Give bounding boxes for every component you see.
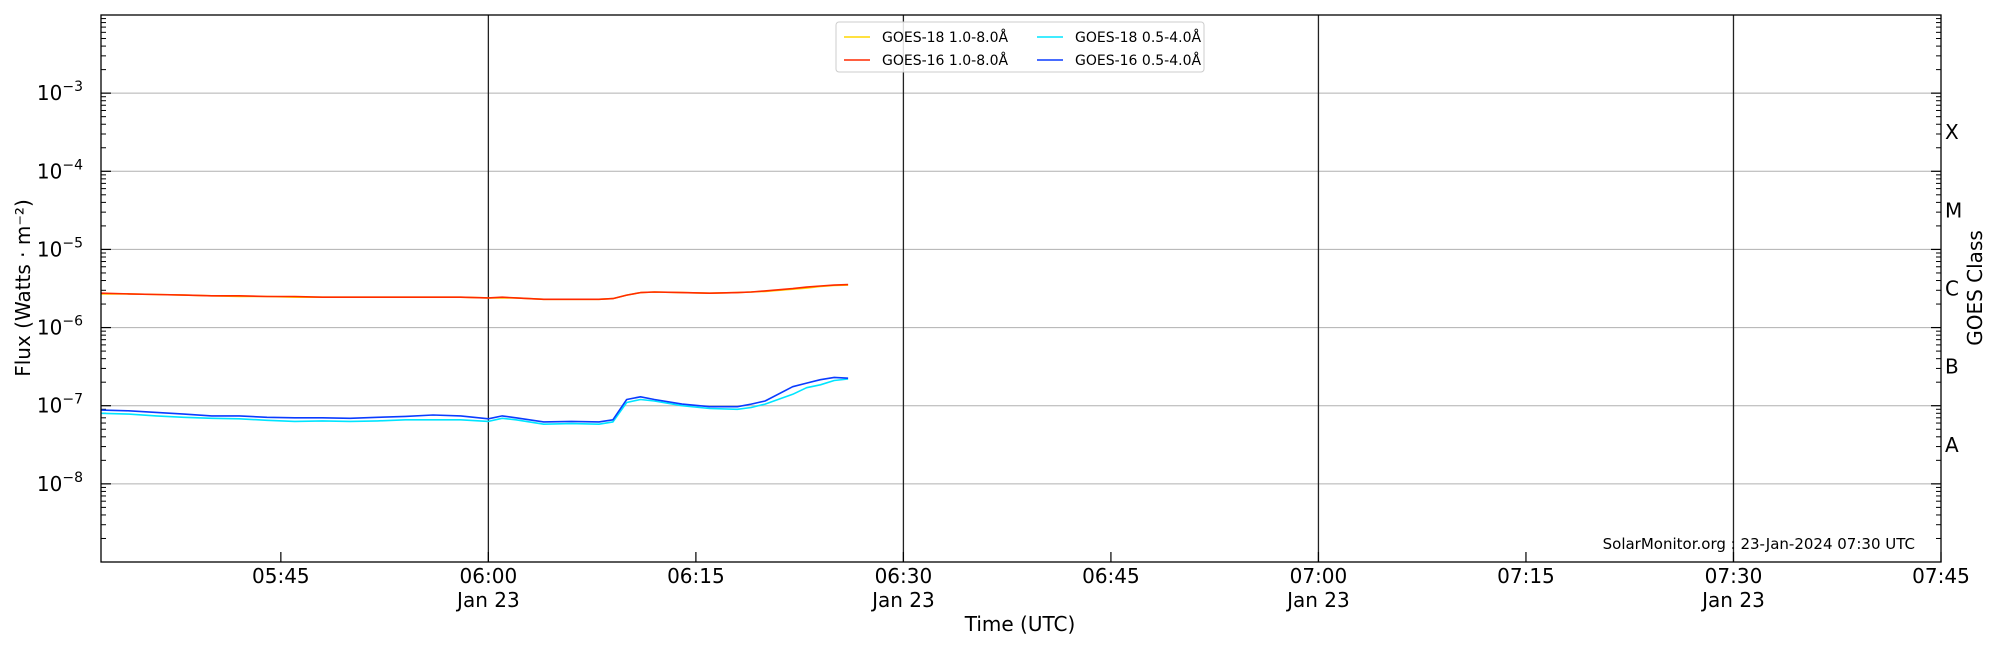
x-tick-label: 07:45 [1912,564,1970,588]
y-tick-base: 10 [37,159,62,183]
y-tick-label: 10−5 [37,235,83,261]
plot-frame [100,14,1942,563]
series-line [100,378,849,426]
y-tick-label: 10−4 [37,157,83,183]
x-tick-date-label: Jan 23 [1700,588,1765,612]
y-tick-label: 10−6 [37,314,83,340]
goes-class-labels: A B C M X [1945,120,1962,457]
day-boundary-lines [487,15,1735,562]
y-tick-label: 10−3 [37,79,83,105]
y-tick-exponent: −6 [62,314,83,330]
y-tick-exponent: −3 [62,79,83,95]
x-tick-label: 06:45 [1082,564,1140,588]
goes-class-label: X [1945,120,1959,144]
y-axis-ticks: 10−810−710−610−510−410−3 [37,79,1941,496]
x-tick-label: 06:15 [667,564,725,588]
series-lines [100,283,849,426]
goes-class-label: B [1945,355,1959,379]
x-axis-title: Time (UTC) [964,612,1076,636]
series-line [100,283,849,301]
legend-label: GOES-18 1.0-8.0Å [882,29,1008,46]
x-tick-label: 06:00 [460,564,518,588]
y-tick-exponent: −4 [62,157,83,173]
y-tick-label: 10−7 [37,392,83,418]
series-line [100,376,849,423]
goes-class-label: A [1945,433,1959,457]
y-tick-exponent: −8 [62,470,83,486]
x-tick-label: 05:45 [252,564,310,588]
goes-class-label: C [1945,277,1959,301]
y-axis-title-text: Flux (Watts · m⁻²) [11,199,35,377]
x-tick-label: 06:30 [875,564,933,588]
y-tick-base: 10 [37,472,62,496]
y-tick-exponent: −5 [62,235,83,251]
gridlines [101,92,1941,485]
y-tick-base: 10 [37,81,62,105]
legend-label: GOES-18 0.5-4.0Å [1075,29,1201,46]
legend-label: GOES-16 1.0-8.0Å [882,52,1008,69]
x-tick-label: 07:00 [1290,564,1348,588]
x-tick-label: 07:30 [1705,564,1763,588]
credit-text: SolarMonitor.org : 23-Jan-2024 07:30 UTC [1603,535,1915,553]
x-tick-date-label: Jan 23 [870,588,935,612]
y-tick-label: 10−8 [37,470,83,496]
y-tick-base: 10 [37,316,62,340]
y2-axis-title: GOES Class [1963,230,1987,346]
y-tick-base: 10 [37,237,62,261]
legend-box [835,21,1205,73]
x-tick-date-label: Jan 23 [1285,588,1350,612]
legend: GOES-18 1.0-8.0Å GOES-16 1.0-8.0Å GOES-18 … [835,21,1205,73]
legend-label: GOES-16 0.5-4.0Å [1075,52,1201,69]
x-tick-date-label: Jan 23 [455,588,520,612]
x-tick-label: 07:15 [1497,564,1555,588]
y-axis-title: Flux (Watts · m⁻²) [11,199,35,377]
y-tick-base: 10 [37,394,62,418]
minor-ticks [101,18,1941,539]
goes-class-label: M [1945,198,1962,222]
y-tick-exponent: −7 [62,392,83,408]
